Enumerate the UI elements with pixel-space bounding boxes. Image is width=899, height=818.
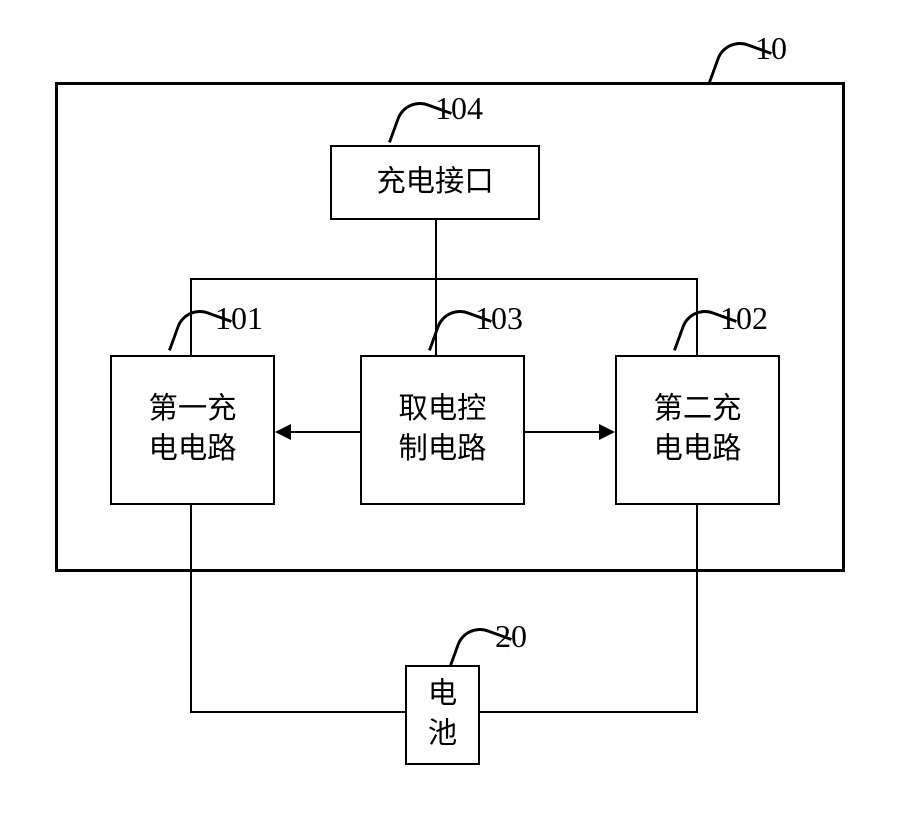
diagram-canvas: 10 104 充电接口 101 第一充 电电路 103 取电控 制电路 102 … (0, 0, 899, 818)
block-power-control-circuit: 取电控 制电路 (360, 355, 525, 505)
block-battery: 电 池 (405, 665, 480, 765)
callout-label-10: 10 (755, 30, 787, 67)
callout-label-103: 103 (475, 300, 523, 337)
block-charging-interface: 充电接口 (330, 145, 540, 220)
callout-label-20: 20 (495, 618, 527, 655)
callout-label-104: 104 (435, 90, 483, 127)
wire-right-to-battery (480, 711, 698, 713)
arrowhead-103-to-101 (275, 424, 291, 440)
callout-label-101: 101 (215, 300, 263, 337)
block-first-charging-circuit: 第一充 电电路 (110, 355, 275, 505)
callout-label-102: 102 (720, 300, 768, 337)
wire-tee-horiz (190, 278, 698, 280)
block-second-charging-circuit: 第二充 电电路 (615, 355, 780, 505)
wire-101-down (190, 505, 192, 713)
arrowhead-103-to-102 (599, 424, 615, 440)
wire-103-to-102 (525, 431, 599, 433)
wire-left-to-battery (190, 711, 405, 713)
wire-102-down (696, 505, 698, 713)
wire-103-to-101 (291, 431, 360, 433)
